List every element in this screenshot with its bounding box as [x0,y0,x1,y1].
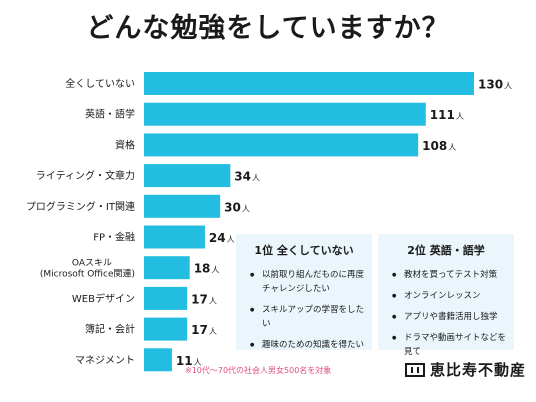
category-label: 全くしていない [65,77,135,90]
rank2-item: アプリや書籍活用し独学 [386,310,506,324]
value-label: 130人 [478,78,512,92]
value-label: 34人 [234,170,260,184]
rank2-item: 教材を買ってテスト対策 [386,268,506,282]
company-logo: 恵比寿不動産 [405,359,526,380]
bar [144,256,190,280]
bar [144,133,419,157]
bar [144,164,231,188]
category-label: ライティング・文章力 [36,169,135,182]
rank1-panel: 1位 全くしていない 以前取り組んだものに再度チャレンジしたい スキルアップの学… [236,234,372,352]
rank2-item: ドラマや動画サイトなどを見て [386,331,506,359]
value-label: 17人 [191,323,217,337]
value-label: 111人 [430,108,464,122]
category-label: 資格 [115,138,135,151]
category-label: マネジメント [75,354,135,366]
bar [144,225,205,249]
rank1-item: スキルアップの学習をしたい [244,303,364,331]
value-label: 108人 [422,139,456,153]
bar [144,286,188,310]
value-label: 30人 [224,200,250,214]
rank2-panel: 2位 英語・語学 教材を買ってテスト対策 オンラインレッスン アプリや書籍活用し… [378,234,514,357]
rank1-item: 以前取り組んだものに再度チャレンジしたい [244,268,364,296]
bar [144,348,172,372]
category-label: プログラミング・IT関連 [26,200,135,213]
value-label: 24人 [209,231,235,245]
category-label: WEBデザイン [72,292,135,305]
chart-title: どんな勉強をしていますか？ [86,13,450,44]
bar [144,102,426,126]
bar [144,194,221,218]
rank1-title: 1位 全くしていない [254,244,354,257]
survey-note: ※10代〜70代の社会人男女500名を対象 [185,366,332,375]
rank2-item: オンラインレッスン [386,289,506,303]
logo-text: 恵比寿不動産 [430,361,527,379]
rank2-title: 2位 英語・語学 [407,244,485,257]
building-icon [405,362,425,377]
category-label: FP・金融 [93,231,135,244]
value-label: 17人 [191,292,217,306]
category-label: 英語・語学 [85,108,135,121]
category-label: OAスキル(Microsoft Office関連) [40,259,135,280]
rank1-item: 趣味のための知識を得たい [244,338,364,352]
bar [144,317,188,341]
bar [144,72,474,95]
category-label: 簿記・会計 [85,323,135,336]
value-label: 11人 [176,354,202,368]
value-label: 18人 [194,262,220,276]
